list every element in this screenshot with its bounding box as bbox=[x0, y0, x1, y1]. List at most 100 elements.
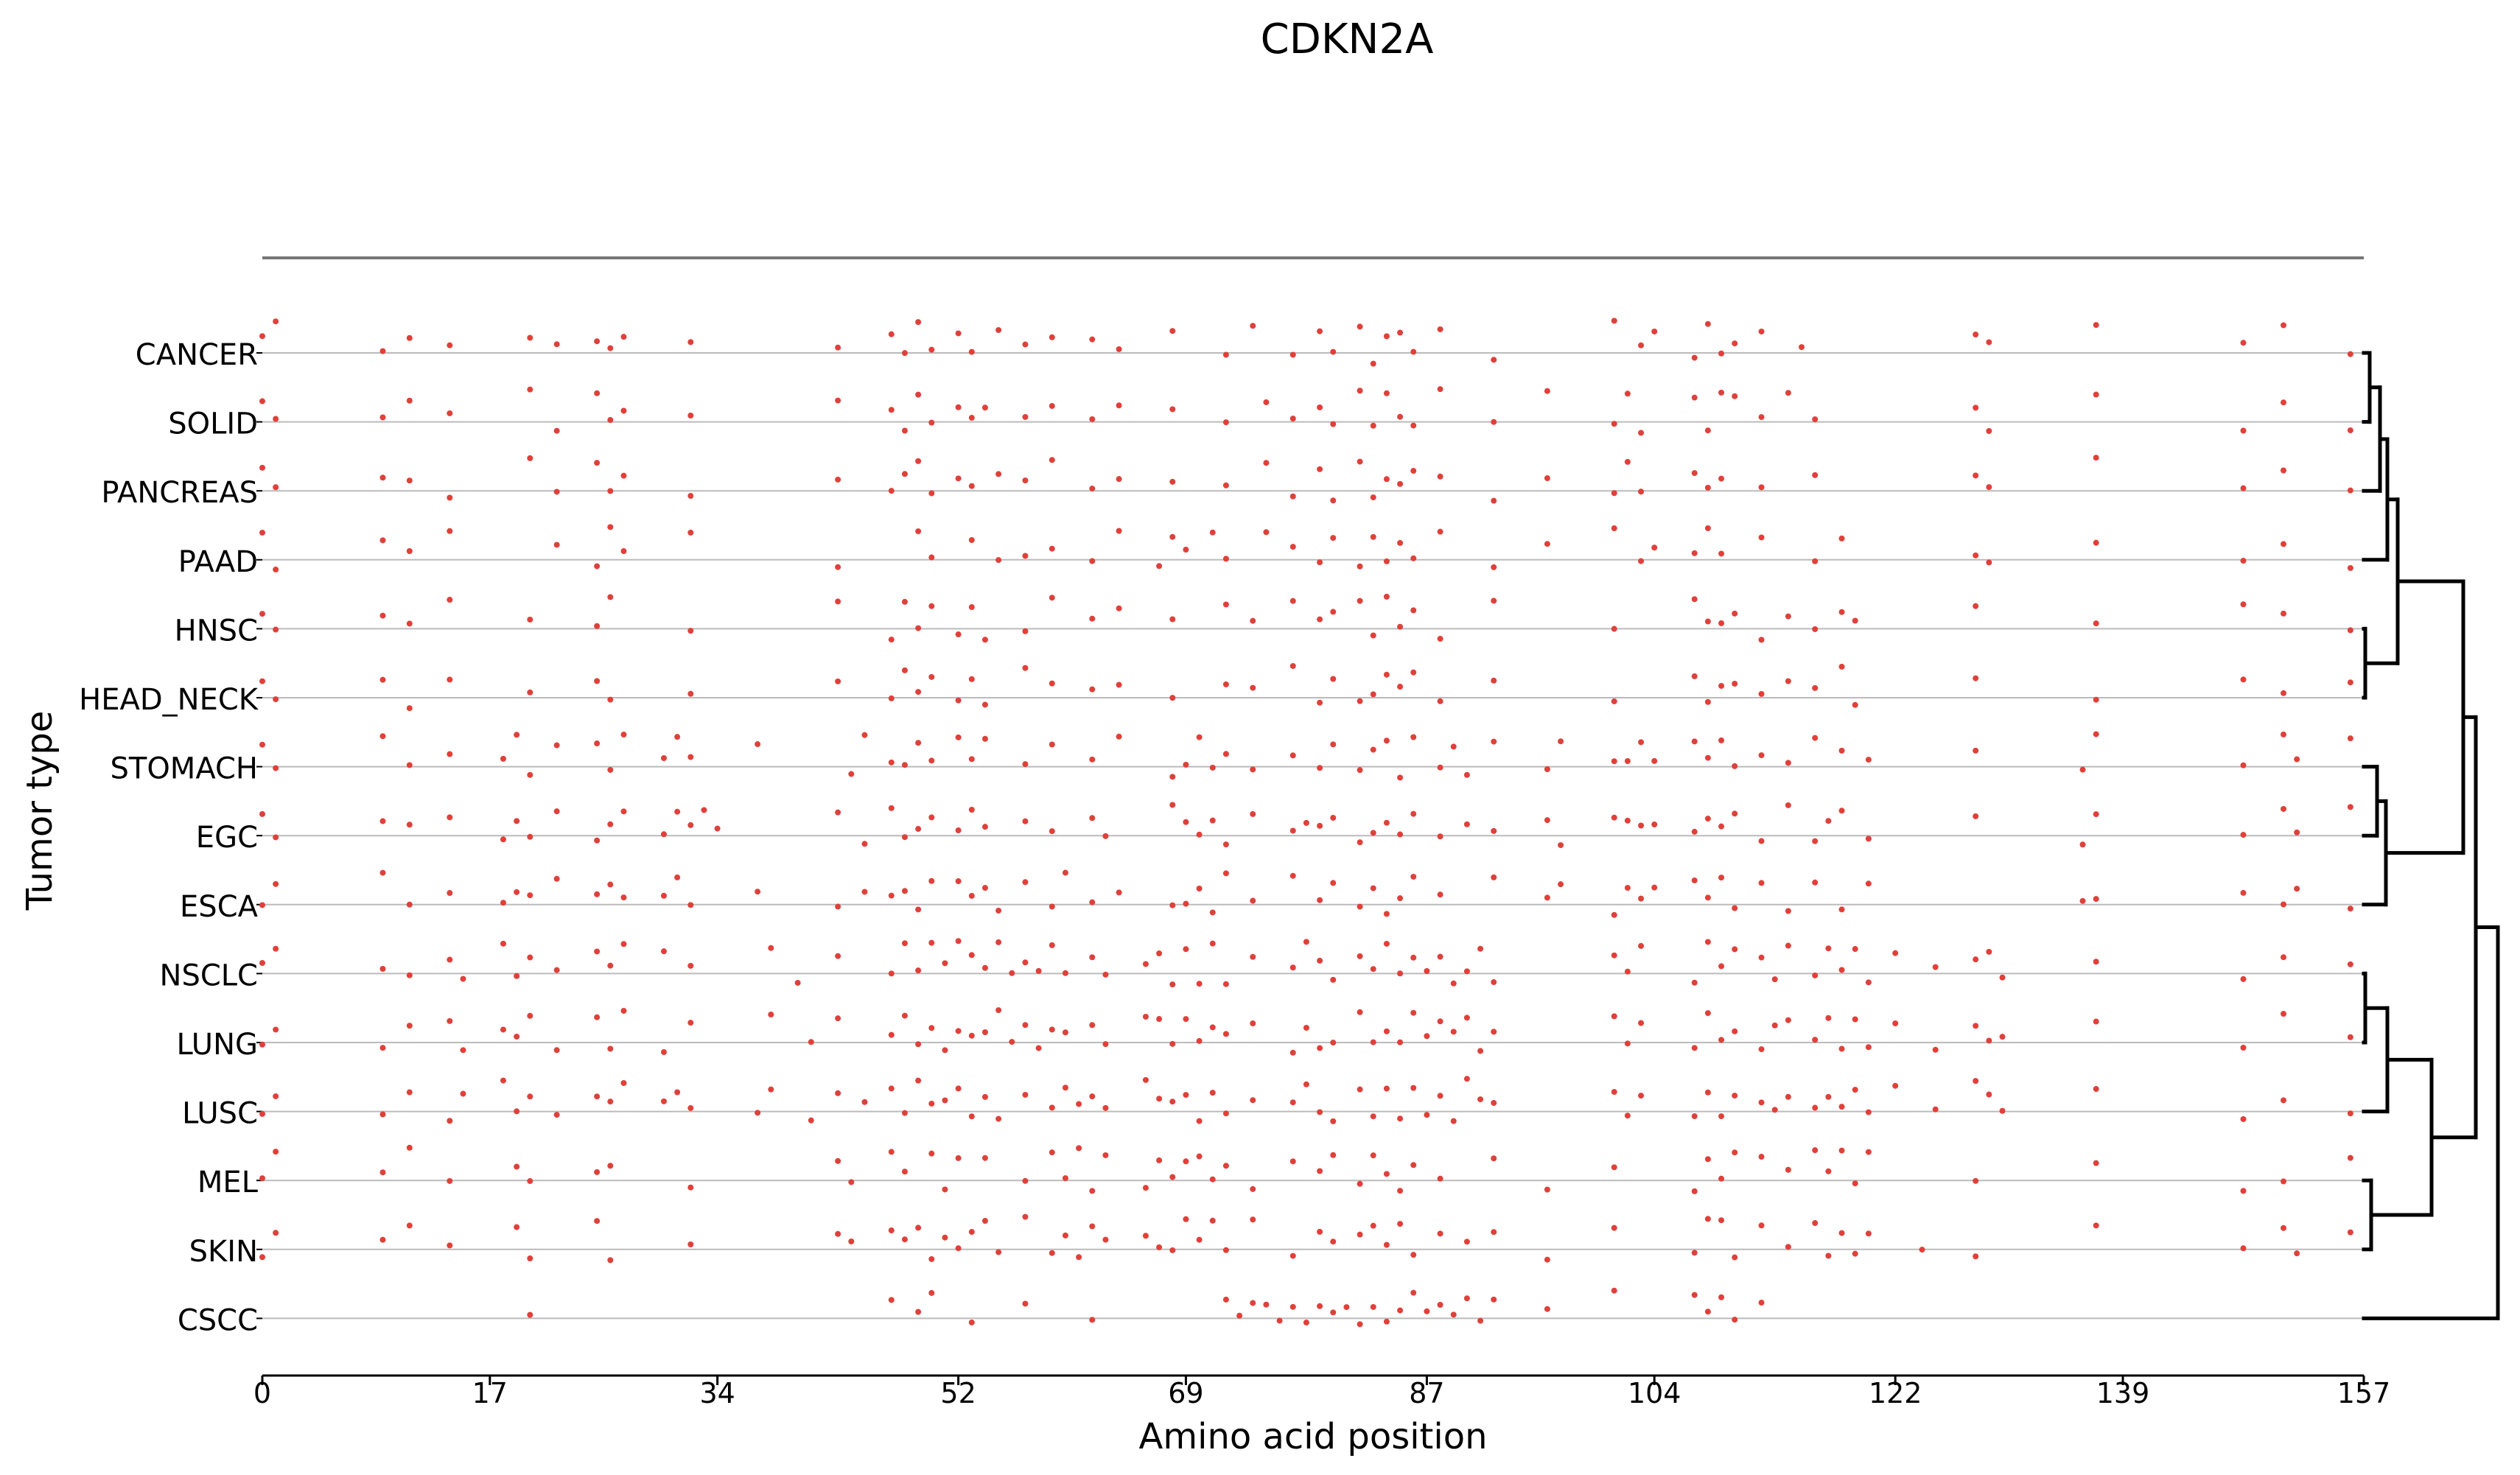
mutation-point bbox=[1317, 957, 1323, 964]
mutation-point bbox=[1973, 747, 1979, 754]
mutation-point bbox=[527, 954, 533, 961]
mutation-point bbox=[273, 1093, 279, 1099]
mutation-point bbox=[1209, 1090, 1216, 1096]
mutation-point bbox=[1076, 1145, 1082, 1152]
mutation-point bbox=[1357, 953, 1363, 959]
mutation-point bbox=[1397, 1307, 1404, 1314]
mutation-point bbox=[981, 1093, 988, 1100]
mutation-point bbox=[1209, 909, 1216, 916]
mutation-point bbox=[1691, 979, 1698, 986]
mutation-point bbox=[1383, 558, 1390, 564]
mutation-point bbox=[406, 334, 413, 341]
mutation-point bbox=[888, 892, 895, 899]
mutation-point bbox=[406, 821, 413, 828]
mutation-point bbox=[928, 877, 935, 884]
mutation-point bbox=[1183, 1216, 1189, 1222]
mutation-point bbox=[2294, 829, 2300, 835]
mutation-point bbox=[259, 678, 265, 684]
mutation-point bbox=[915, 458, 922, 464]
mutation-point bbox=[1317, 1303, 1323, 1309]
mutation-point bbox=[1691, 1188, 1698, 1194]
mutation-point bbox=[1852, 1016, 1858, 1023]
mutation-point bbox=[1289, 1049, 1296, 1056]
mutation-point bbox=[1463, 1295, 1470, 1302]
mutation-point bbox=[1624, 757, 1631, 764]
mutation-point bbox=[2347, 427, 2353, 434]
mutation-point bbox=[1357, 458, 1363, 465]
mutation-point bbox=[514, 889, 520, 895]
y-tick-label: SOLID bbox=[168, 407, 258, 441]
mutation-point bbox=[1209, 764, 1216, 771]
mutation-point bbox=[1758, 414, 1765, 421]
mutation-point bbox=[1222, 1163, 1229, 1169]
mutation-point bbox=[594, 1218, 601, 1225]
mutation-point bbox=[901, 427, 908, 434]
mutation-point bbox=[259, 464, 265, 471]
mutation-point bbox=[1718, 550, 1725, 557]
mutation-point bbox=[1410, 1162, 1417, 1169]
mutation-point bbox=[1410, 555, 1417, 561]
mutation-point bbox=[1102, 971, 1109, 978]
mutation-point bbox=[1022, 1177, 1029, 1184]
mutation-point bbox=[1370, 966, 1376, 973]
mutation-point bbox=[1838, 967, 1845, 973]
mutation-point bbox=[1825, 945, 1832, 952]
x-axis-label: Amino acid position bbox=[1139, 1416, 1488, 1457]
mutation-point bbox=[460, 975, 466, 982]
mutation-point bbox=[1089, 1188, 1096, 1194]
mutation-point bbox=[1704, 754, 1711, 761]
mutation-point bbox=[1222, 1296, 1229, 1303]
mutation-point bbox=[955, 404, 962, 410]
mutation-point bbox=[1102, 833, 1109, 839]
mutation-point bbox=[1437, 635, 1443, 642]
mutation-point bbox=[1852, 617, 1858, 624]
mutation-point bbox=[1263, 399, 1270, 405]
mutation-point bbox=[379, 1236, 386, 1243]
x-tick-label: 139 bbox=[2096, 1377, 2150, 1409]
mutation-point bbox=[1892, 950, 1899, 956]
mutation-point bbox=[406, 705, 413, 712]
mutation-point bbox=[447, 1118, 453, 1124]
mutation-point bbox=[1491, 738, 1497, 745]
mutation-point bbox=[1209, 940, 1216, 947]
mutation-point bbox=[1973, 1253, 1979, 1260]
mutation-point bbox=[1330, 1040, 1337, 1046]
mutation-point bbox=[594, 891, 601, 897]
mutation-point bbox=[1022, 341, 1029, 348]
mutation-point bbox=[1169, 328, 1176, 334]
mutation-point bbox=[1491, 979, 1497, 986]
mutation-point bbox=[1169, 1040, 1176, 1047]
mutation-point bbox=[2093, 731, 2099, 738]
mutation-point bbox=[1638, 895, 1645, 902]
mutation-point bbox=[1397, 480, 1404, 487]
mutation-point bbox=[259, 902, 265, 908]
mutation-point bbox=[1357, 1321, 1363, 1328]
mutation-point bbox=[1973, 1177, 1979, 1184]
mutation-point bbox=[755, 1110, 761, 1116]
mutation-point bbox=[1263, 460, 1270, 466]
mutation-point bbox=[915, 967, 922, 974]
mutation-point bbox=[1450, 1029, 1457, 1035]
mutation-point bbox=[1477, 1096, 1484, 1103]
mutation-point bbox=[1718, 1175, 1725, 1182]
mutation-point bbox=[259, 1175, 265, 1182]
mutation-point bbox=[1544, 765, 1550, 772]
mutation-point bbox=[1704, 894, 1711, 901]
mutation-point bbox=[674, 874, 681, 880]
mutation-point bbox=[1222, 419, 1229, 426]
mutation-point bbox=[1330, 497, 1337, 504]
mutation-points bbox=[259, 318, 2353, 1328]
mutation-point bbox=[1397, 329, 1404, 336]
mutation-point bbox=[379, 474, 386, 481]
mutation-point bbox=[1732, 610, 1738, 617]
mutation-point bbox=[1758, 1046, 1765, 1053]
mutation-point bbox=[1317, 559, 1323, 566]
mutation-point bbox=[1370, 422, 1376, 429]
mutation-point bbox=[915, 528, 922, 535]
mutation-point bbox=[1289, 544, 1296, 550]
mutation-point bbox=[835, 953, 841, 959]
mutation-point bbox=[915, 319, 922, 326]
mutation-point bbox=[1116, 682, 1122, 688]
mutation-point bbox=[594, 678, 601, 684]
mutation-point bbox=[447, 494, 453, 501]
